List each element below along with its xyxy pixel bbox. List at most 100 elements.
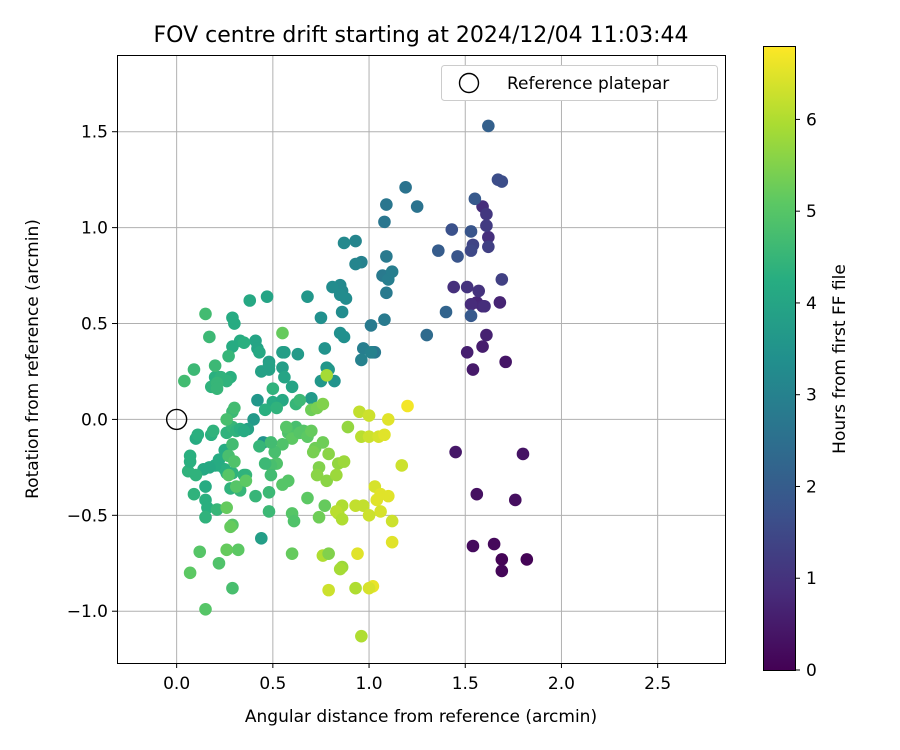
scatter-point	[381, 413, 395, 426]
scatter-point	[499, 355, 512, 369]
scatter-point	[337, 455, 351, 468]
reference-platepar-marker	[165, 408, 188, 431]
scatter-point	[226, 438, 239, 451]
y-tick-label: 0.5	[81, 315, 108, 335]
colorbar	[763, 46, 796, 671]
scatter-point	[341, 420, 355, 434]
scatter-point	[399, 181, 412, 194]
colorbar-tick-label: 6	[806, 110, 817, 130]
scatter-point	[306, 445, 320, 459]
scatter-point	[410, 200, 424, 213]
scatter-point	[449, 445, 462, 459]
scatter-point	[201, 501, 214, 514]
scatter-point	[466, 539, 480, 553]
scatter-point	[330, 468, 343, 482]
scatter-point	[353, 405, 366, 419]
scatter-point	[266, 382, 280, 396]
scatter-point	[258, 457, 272, 470]
scatter-point	[378, 313, 391, 326]
scatter-point	[482, 119, 495, 133]
legend: Reference platepar	[441, 65, 718, 101]
scatter-point	[255, 532, 268, 545]
scatter-point	[460, 280, 474, 294]
scatter-point	[495, 273, 509, 286]
scatter-point	[187, 487, 201, 501]
scatter-point	[249, 489, 262, 503]
scatter-point	[287, 514, 301, 528]
scatter-point	[401, 399, 414, 413]
scatter-point	[355, 629, 368, 643]
scatter-point	[495, 564, 509, 578]
scatter-point	[301, 491, 314, 505]
scatter-point	[262, 359, 276, 373]
scatter-point	[495, 553, 509, 566]
scatter-point	[199, 480, 212, 493]
scatter-point	[326, 280, 339, 294]
scatter-point	[478, 299, 491, 313]
scatter-point	[220, 501, 233, 514]
scatter-point	[333, 288, 347, 302]
scatter-point	[378, 428, 391, 442]
scatter-point	[362, 409, 376, 422]
scatter-point	[480, 328, 493, 342]
scatter-point	[464, 298, 478, 311]
colorbar-tick-label: 1	[806, 569, 817, 589]
colorbar-tick-label: 5	[806, 202, 817, 222]
scatter-point	[237, 336, 251, 349]
scatter-point	[335, 305, 349, 319]
scatter-point	[320, 369, 334, 382]
x-tick-label: 1.0	[356, 674, 383, 694]
scatter-point	[260, 290, 274, 303]
scatter-point	[364, 319, 378, 332]
chart-title: FOV centre drift starting at 2024/12/04 …	[154, 23, 689, 48]
colorbar-ticks: 0 1 2 3 4 5 6	[795, 110, 817, 681]
scatter-point	[305, 424, 318, 438]
scatter-point	[276, 438, 289, 451]
scatter-point	[464, 309, 478, 323]
scatter-point	[385, 535, 399, 549]
y-tick-label: 0.0	[81, 410, 108, 430]
scatter-point	[187, 363, 201, 376]
scatter-point	[364, 345, 378, 359]
x-tick-label: 2.0	[548, 674, 575, 694]
scatter-point	[191, 428, 205, 442]
scatter-point	[228, 401, 241, 415]
x-axis-ticks: 0.0 0.5 1.0 1.5 2.0 2.5	[163, 663, 671, 694]
scatter-point	[385, 514, 399, 528]
y-tick-label: 1.0	[81, 219, 108, 239]
scatter-point	[349, 234, 362, 248]
scatter-point	[480, 207, 493, 221]
colorbar-label: Hours from first FF file	[830, 264, 850, 454]
scatter-point	[487, 537, 501, 551]
scatter-point	[210, 503, 224, 516]
scatter-point	[480, 219, 493, 233]
scatter-point	[253, 439, 266, 453]
scatter-point	[193, 545, 207, 559]
scatter-point	[335, 512, 349, 526]
scatter-point	[468, 192, 482, 206]
scatter-point	[253, 345, 266, 359]
scatter-point	[447, 280, 461, 294]
scatter-point	[199, 602, 212, 616]
scatter-point	[285, 547, 299, 560]
scatter-point	[212, 556, 226, 570]
scatter-point	[264, 468, 278, 482]
scatter-point	[322, 583, 335, 597]
scatter-point	[251, 393, 264, 407]
scatter-point	[470, 487, 484, 501]
scatter-point	[301, 290, 314, 303]
scatter-point	[210, 382, 224, 396]
scatter-point	[445, 223, 459, 236]
y-tick-label: −0.5	[67, 506, 108, 526]
scatter-point	[322, 547, 335, 560]
scatter-point	[208, 359, 222, 373]
scatter-point	[516, 447, 530, 461]
scatter-point	[305, 392, 318, 405]
scatter-point	[278, 345, 291, 359]
scatter-point	[220, 413, 233, 426]
scatter-point	[482, 230, 495, 244]
scatter-point	[362, 430, 376, 443]
scatter-point	[220, 374, 233, 388]
scatter-point	[476, 340, 489, 353]
x-tick-label: 0.0	[163, 674, 190, 694]
